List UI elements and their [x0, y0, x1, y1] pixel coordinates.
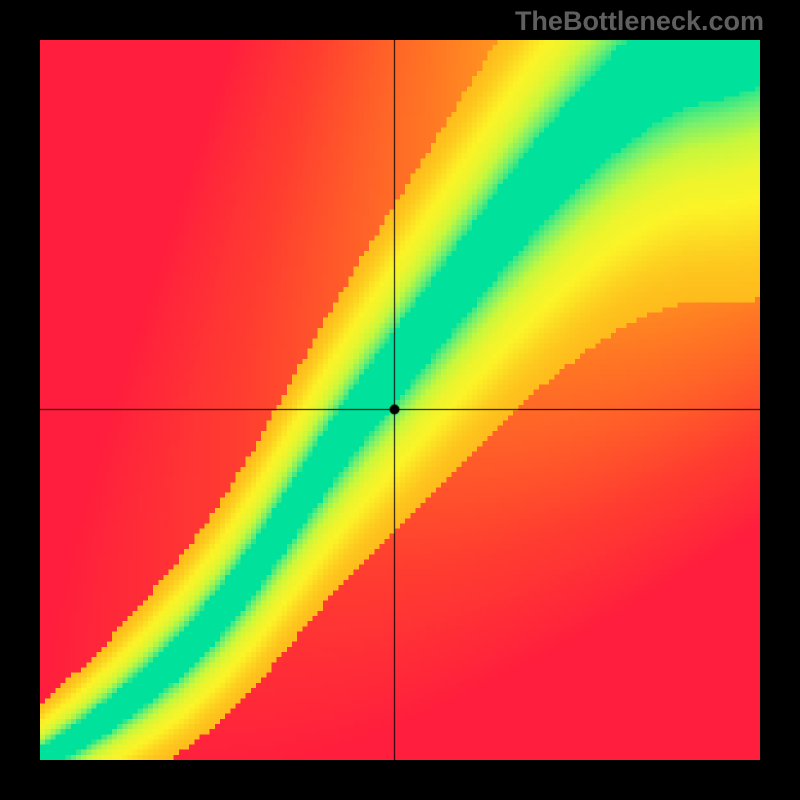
crosshair-overlay [40, 40, 760, 760]
stage: TheBottleneck.com [0, 0, 800, 800]
watermark-text: TheBottleneck.com [515, 6, 764, 37]
